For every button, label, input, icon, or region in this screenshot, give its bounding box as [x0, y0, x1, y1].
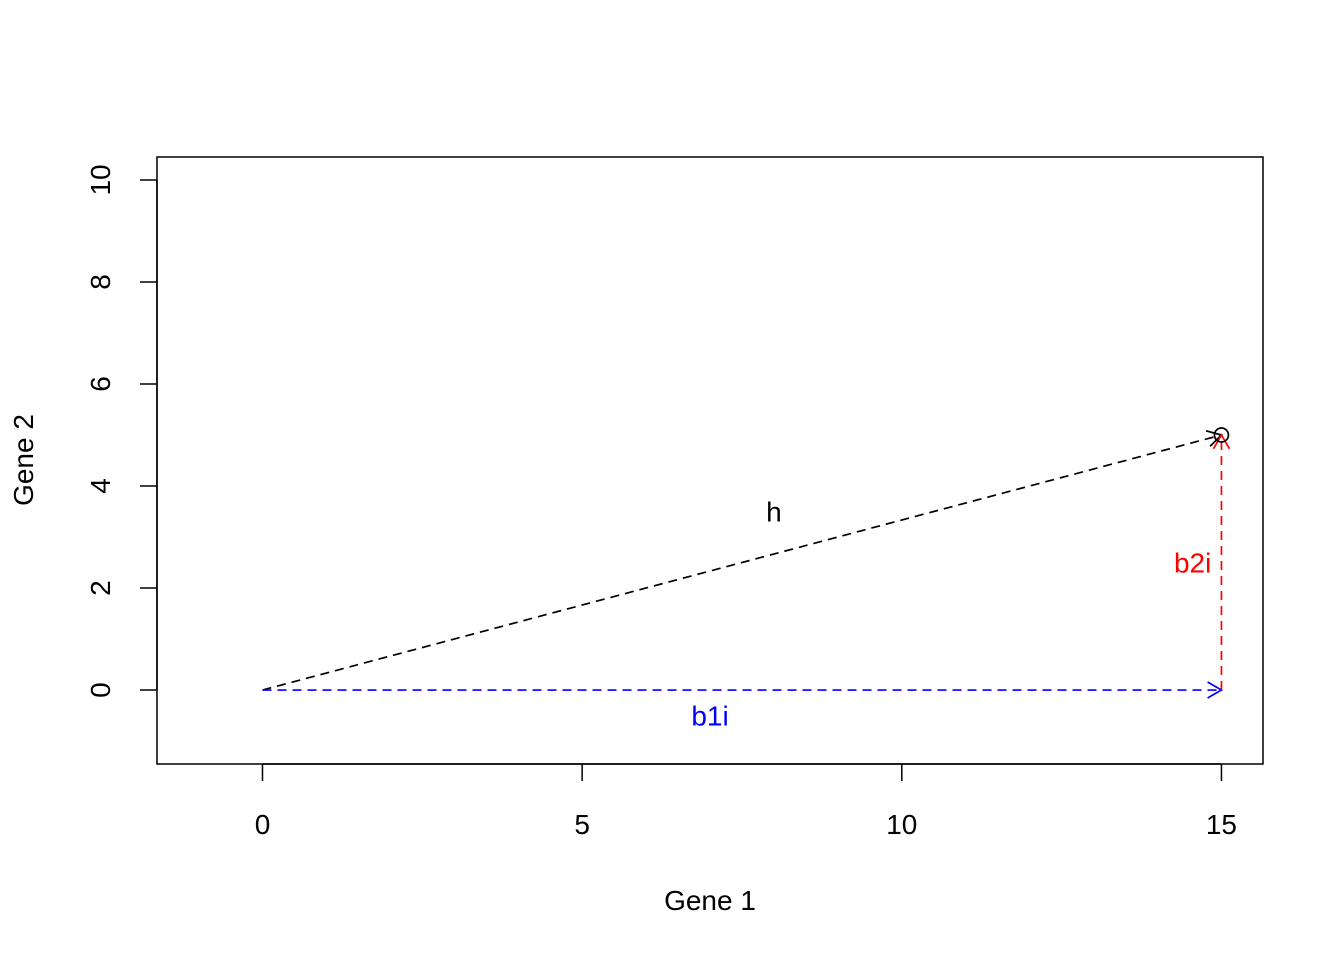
data-point [1213, 427, 1230, 443]
y-axis: 0 2 4 6 8 10 [85, 164, 158, 698]
x-axis-label: Gene 1 [664, 885, 756, 916]
arrows-layer: h b1i b2i [262, 430, 1231, 731]
arrow-head [1212, 433, 1231, 450]
y-tick-label: 6 [85, 376, 116, 392]
x-tick-label: 10 [886, 809, 917, 840]
arrow-label: h [766, 496, 782, 527]
y-tick-label: 8 [85, 274, 116, 290]
x-axis: 0 5 10 15 [255, 763, 1237, 840]
arrow-label: b2i [1174, 547, 1211, 578]
plot-frame [156, 156, 1264, 765]
y-tick-label: 2 [85, 580, 116, 596]
y-tick-label: 10 [85, 164, 116, 195]
x-tick-label: 0 [255, 809, 271, 840]
points-layer [1213, 427, 1230, 443]
arrow-shaft [262, 434, 1222, 691]
y-tick-label: 4 [85, 478, 116, 494]
y-tick-label: 0 [85, 682, 116, 698]
arrow-label: b1i [691, 700, 728, 731]
y-axis-label: Gene 2 [8, 414, 39, 506]
x-tick-label: 5 [574, 809, 590, 840]
x-tick-label: 15 [1206, 809, 1237, 840]
